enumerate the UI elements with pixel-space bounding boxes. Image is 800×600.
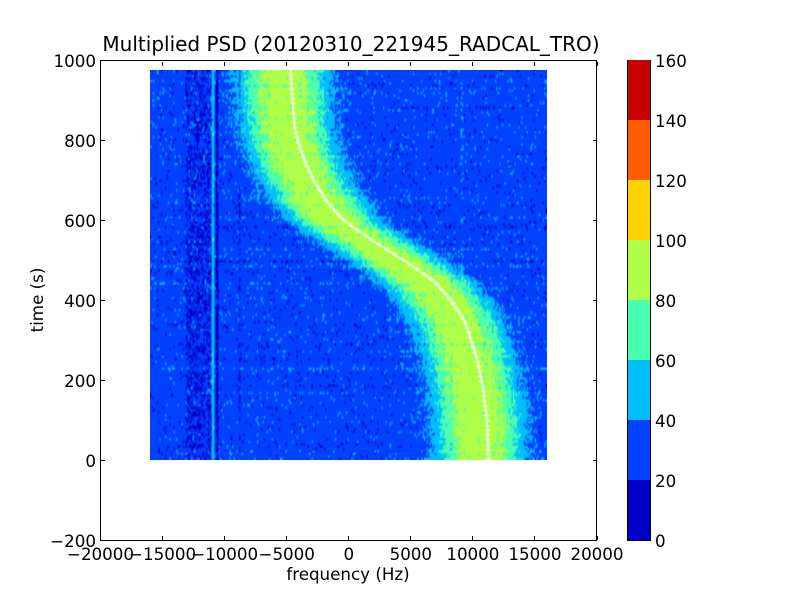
x-tick-label: −20000 xyxy=(66,544,135,564)
colorbar xyxy=(627,59,651,541)
x-tick-label: 5000 xyxy=(389,544,433,564)
y-tick xyxy=(101,460,105,461)
x-tick-top xyxy=(410,61,412,66)
colorbar-tick-label: 140 xyxy=(655,110,687,131)
colorbar-segment xyxy=(628,419,650,480)
x-tick-top xyxy=(224,61,226,66)
colorbar-segment xyxy=(628,239,650,300)
colorbar-segment xyxy=(628,359,650,420)
y-tick-label: 600 xyxy=(64,210,96,231)
y-tick xyxy=(101,140,105,141)
y-tick-right xyxy=(592,540,597,541)
x-tick-top xyxy=(596,61,598,66)
y-tick-right xyxy=(592,300,597,301)
x-axis-label: frequency (Hz) xyxy=(286,564,410,584)
x-tick-label: −5000 xyxy=(258,544,315,564)
colorbar-segment xyxy=(628,479,650,540)
y-tick-right xyxy=(592,140,597,141)
colorbar-tick-label: 80 xyxy=(655,290,677,311)
y-tick-label: 800 xyxy=(64,130,96,151)
x-tick xyxy=(100,535,101,540)
y-tick-label: 400 xyxy=(64,290,96,311)
x-tick-label: 0 xyxy=(343,544,355,564)
y-tick-label: 1000 xyxy=(53,50,96,71)
colorbar-tick-label: 20 xyxy=(655,470,677,491)
x-tick-top xyxy=(100,61,101,66)
colorbar-tick-label: 120 xyxy=(655,170,687,191)
colorbar-tick-label: 0 xyxy=(655,530,666,551)
colorbar-tick-label: 40 xyxy=(655,410,677,431)
x-tick-top xyxy=(348,61,350,66)
y-tick xyxy=(101,60,105,61)
y-tick-right xyxy=(592,220,597,221)
axes-frame xyxy=(100,60,597,541)
y-tick xyxy=(101,300,105,301)
x-tick-top xyxy=(534,61,536,66)
x-tick-label: −15000 xyxy=(129,544,197,564)
x-tick-label: 15000 xyxy=(508,544,562,564)
x-tick-label: 20000 xyxy=(570,544,624,564)
x-tick xyxy=(472,535,474,540)
x-tick-top xyxy=(286,61,288,66)
y-tick xyxy=(101,540,105,541)
heatmap-canvas xyxy=(150,70,547,460)
colorbar-tick-label: 160 xyxy=(655,50,687,71)
y-tick-right xyxy=(592,460,597,461)
x-tick xyxy=(286,535,288,540)
x-tick xyxy=(410,535,412,540)
y-tick-label: 0 xyxy=(85,450,96,471)
colorbar-segment xyxy=(628,59,650,120)
plot-title: Multiplied PSD (20120310_221945_RADCAL_T… xyxy=(102,32,600,56)
x-tick xyxy=(162,535,164,540)
y-tick-right xyxy=(592,60,597,61)
colorbar-tick-label: 60 xyxy=(655,350,677,371)
y-tick-label: 200 xyxy=(64,370,96,391)
y-axis-label: time (s) xyxy=(27,267,47,333)
x-tick xyxy=(596,535,598,540)
x-tick xyxy=(224,535,226,540)
y-tick xyxy=(101,380,105,381)
colorbar-segment xyxy=(628,299,650,360)
x-tick-top xyxy=(162,61,164,66)
x-tick xyxy=(348,535,350,540)
x-tick-label: −10000 xyxy=(191,544,259,564)
colorbar-segment xyxy=(628,179,650,240)
y-tick-label: −200 xyxy=(50,530,96,551)
colorbar-tick-label: 100 xyxy=(655,230,687,251)
x-tick xyxy=(534,535,536,540)
x-tick-top xyxy=(472,61,474,66)
y-tick xyxy=(101,220,105,221)
x-tick-label: 10000 xyxy=(446,544,500,564)
colorbar-segment xyxy=(628,119,650,180)
y-tick-right xyxy=(592,380,597,381)
